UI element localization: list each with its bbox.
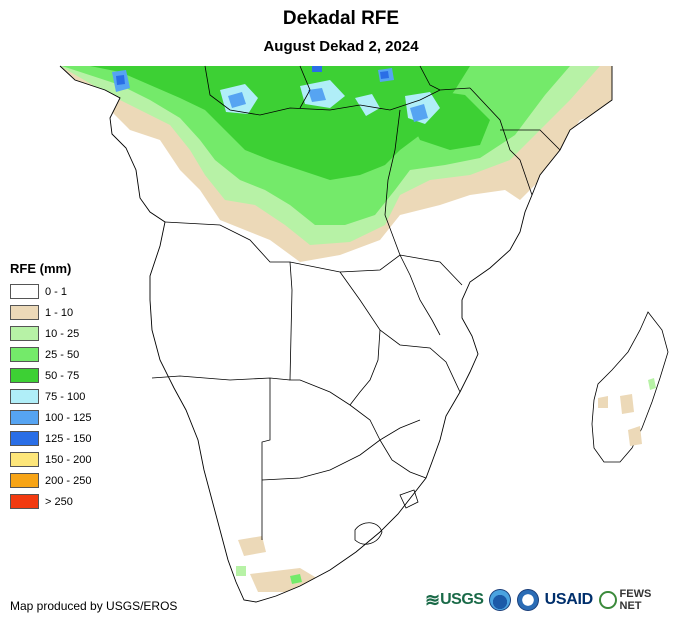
legend-item: 100 - 125 [10,407,91,428]
legend-swatch [10,410,39,425]
usgs-logo: ≋ USGS [425,590,484,610]
legend-swatch [10,284,39,299]
legend-swatch [10,494,39,509]
map-subtitle: August Dekad 2, 2024 [263,38,419,55]
credit-text: Map produced by USGS/EROS [10,599,178,613]
legend-label: 125 - 150 [45,432,92,445]
legend-item: 25 - 50 [10,344,91,365]
rainfall-field [60,66,612,592]
legend-swatch [10,473,39,488]
legend-swatch [10,368,39,383]
legend-label: 200 - 250 [45,474,92,487]
legend-label: 1 - 10 [45,306,74,319]
legend-label: 25 - 50 [45,348,80,361]
madagascar [591,311,669,463]
legend-label: 150 - 200 [45,453,92,466]
legend-item: 50 - 75 [10,365,91,386]
legend-item: 200 - 250 [10,470,91,491]
legend-swatch [10,431,39,446]
legend-swatch [10,326,39,341]
legend-label: 0 - 1 [45,285,68,298]
legend-label: > 250 [45,495,73,508]
legend-label: 10 - 25 [45,327,80,340]
legend: RFE (mm) 0 - 1 1 - 10 10 - 25 25 - 50 50… [10,261,91,512]
legend-swatch [10,389,39,404]
logo-strip: ≋ USGS USAID FEWS NET [425,586,675,614]
legend-label: 100 - 125 [45,411,92,424]
legend-item: 75 - 100 [10,386,91,407]
continent-landmass [60,66,612,602]
legend-label: 50 - 75 [45,369,80,382]
usaid-wordmark: USAID [544,591,594,608]
legend-title: RFE (mm) [10,261,72,276]
coastline [59,65,613,603]
legend-item: 125 - 150 [10,428,91,449]
legend-label: 75 - 100 [45,390,86,403]
usgs-wordmark: USGS [440,591,484,608]
legend-item: 1 - 10 [10,302,91,323]
legend-item: > 250 [10,491,91,512]
legend-swatch [10,452,39,467]
legend-item: 0 - 1 [10,281,91,302]
noaa-seal-icon [489,589,511,611]
map-title: Dekadal RFE [282,8,400,29]
fews-net-logo: FEWS NET [598,588,675,612]
legend-item: 150 - 200 [10,449,91,470]
legend-swatch [10,305,39,320]
fews-net-globe-icon [598,591,617,609]
fews-net-wordmark: FEWS NET [619,588,652,612]
legend-swatch [10,347,39,362]
country-borders [151,65,561,545]
usgs-wave-icon: ≋ [425,590,441,610]
legend-item: 10 - 25 [10,323,91,344]
usaid-seal-icon [517,589,539,611]
